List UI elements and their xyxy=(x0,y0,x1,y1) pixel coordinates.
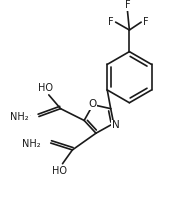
Text: HO: HO xyxy=(52,166,67,176)
Text: O: O xyxy=(88,99,96,109)
Text: iminol: iminol xyxy=(27,115,31,116)
Text: F: F xyxy=(125,0,130,10)
Text: F: F xyxy=(108,17,114,27)
Text: N: N xyxy=(112,120,119,130)
Text: NH₂: NH₂ xyxy=(10,112,29,122)
Text: NH₂: NH₂ xyxy=(22,139,41,149)
Text: F: F xyxy=(143,17,149,27)
Text: HO: HO xyxy=(38,83,53,93)
